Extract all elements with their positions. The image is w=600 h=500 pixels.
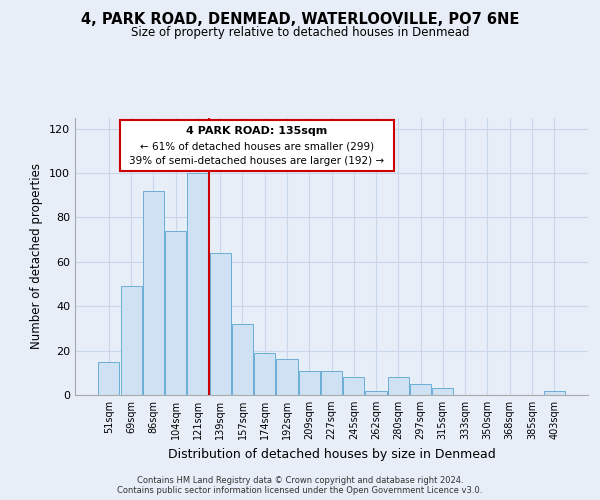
Text: 4, PARK ROAD, DENMEAD, WATERLOOVILLE, PO7 6NE: 4, PARK ROAD, DENMEAD, WATERLOOVILLE, PO… [81,12,519,28]
Bar [277,360,298,395]
X-axis label: Distribution of detached houses by size in Denmead: Distribution of detached houses by size … [167,448,496,460]
Bar [343,377,364,395]
Bar [321,370,342,395]
Bar [143,191,164,395]
Bar [544,390,565,395]
Bar [365,390,386,395]
Bar [410,384,431,395]
Text: Size of property relative to detached houses in Denmead: Size of property relative to detached ho… [131,26,469,39]
Bar [121,286,142,395]
Text: ← 61% of detached houses are smaller (299): ← 61% of detached houses are smaller (29… [140,142,374,152]
Bar [187,173,209,395]
FancyBboxPatch shape [120,120,394,171]
Bar [432,388,454,395]
Bar [388,377,409,395]
Bar [299,370,320,395]
Bar [254,353,275,395]
Bar [98,362,119,395]
Text: 4 PARK ROAD: 135sqm: 4 PARK ROAD: 135sqm [187,126,328,136]
Bar [209,253,231,395]
Text: Contains HM Land Registry data © Crown copyright and database right 2024.: Contains HM Land Registry data © Crown c… [137,476,463,485]
Bar [165,230,186,395]
Bar [232,324,253,395]
Text: 39% of semi-detached houses are larger (192) →: 39% of semi-detached houses are larger (… [130,156,385,166]
Y-axis label: Number of detached properties: Number of detached properties [31,163,43,349]
Text: Contains public sector information licensed under the Open Government Licence v3: Contains public sector information licen… [118,486,482,495]
